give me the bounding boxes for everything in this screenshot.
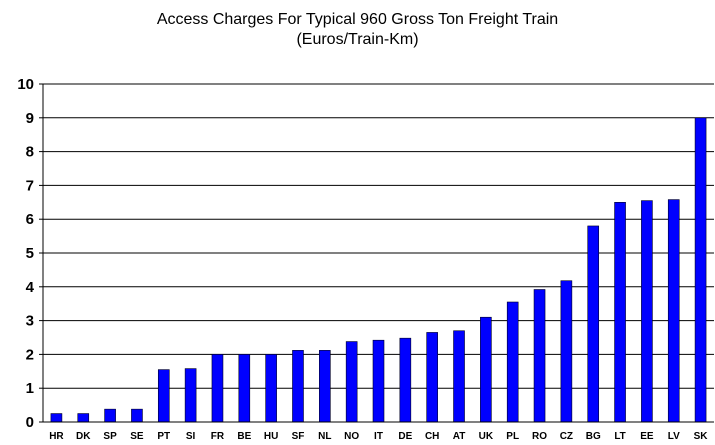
x-tick-label-SP: SP xyxy=(103,431,117,442)
bar-CH xyxy=(426,332,438,423)
x-tick-label-PT: PT xyxy=(157,431,170,442)
x-tick-label-BG: BG xyxy=(586,431,601,442)
x-tick-label-PL: PL xyxy=(506,431,519,442)
bar-BG xyxy=(587,225,600,423)
axes xyxy=(39,83,714,423)
x-tick-label-SK: SK xyxy=(694,431,709,442)
x-tick-label-NO: NO xyxy=(344,431,359,442)
x-tick-label-SE: SE xyxy=(130,431,144,442)
x-tick-label-DK: DK xyxy=(76,431,91,442)
bar-SI xyxy=(184,368,197,423)
bar-SP xyxy=(104,408,116,423)
y-tick-label-0: 0 xyxy=(26,414,34,431)
x-tick-label-LT: LT xyxy=(614,431,625,442)
bar-NL xyxy=(319,350,331,423)
gridlines xyxy=(43,83,714,389)
bar-IT xyxy=(372,339,385,423)
bar-BE xyxy=(238,354,251,423)
y-tick-label-4: 4 xyxy=(26,279,35,296)
bar-CZ xyxy=(560,280,573,423)
bar-LT xyxy=(614,202,626,423)
y-tick-label-9: 9 xyxy=(26,110,34,127)
x-tick-label-IT: IT xyxy=(374,431,383,442)
bars xyxy=(50,117,707,423)
y-tick-label-10: 10 xyxy=(17,76,34,93)
x-tick-label-SI: SI xyxy=(186,431,196,442)
bar-SF xyxy=(292,350,304,423)
y-tick-label-1: 1 xyxy=(26,380,34,397)
x-tick-label-HR: HR xyxy=(49,431,64,442)
y-tick-label-8: 8 xyxy=(26,144,34,161)
x-tick-label-CH: CH xyxy=(425,431,439,442)
bar-SK xyxy=(694,117,707,423)
x-tick-label-HU: HU xyxy=(264,431,278,442)
bar-LV xyxy=(667,199,680,423)
bar-AT xyxy=(453,330,465,423)
bar-PL xyxy=(506,301,519,423)
bar-EE xyxy=(641,200,653,423)
x-tick-label-DE: DE xyxy=(398,431,412,442)
x-tick-label-EE: EE xyxy=(640,431,654,442)
y-tick-label-2: 2 xyxy=(26,346,34,363)
x-tick-label-NL: NL xyxy=(318,431,331,442)
y-tick-label-7: 7 xyxy=(26,177,34,194)
bar-DE xyxy=(399,337,412,423)
x-tick-label-CZ: CZ xyxy=(560,431,573,442)
bar-UK xyxy=(480,316,492,423)
chart-subtitle: (Euros/Train-Km) xyxy=(296,31,419,48)
y-tick-label-5: 5 xyxy=(26,245,34,262)
bar-FR xyxy=(211,354,224,423)
chart-title: Access Charges For Typical 960 Gross Ton… xyxy=(0,10,715,50)
bar-SE xyxy=(131,408,143,423)
bar-DK xyxy=(77,413,90,423)
x-tick-label-SF: SF xyxy=(292,431,305,442)
y-tick-label-6: 6 xyxy=(26,211,34,228)
bar-PT xyxy=(157,369,170,423)
x-tick-labels: HR DK SP SE PT SI FR BE HU SF NL NO IT DE CH AT UK PL RO CZ… xyxy=(49,431,708,442)
bar-HR xyxy=(50,413,63,423)
x-tick-label-UK: UK xyxy=(479,431,494,442)
y-tick-label-3: 3 xyxy=(26,313,34,330)
chart-title-line1: Access Charges For Typical 960 Gross Ton… xyxy=(156,11,559,28)
x-tick-label-BE: BE xyxy=(237,431,251,442)
x-tick-label-RO: RO xyxy=(532,431,547,442)
x-tick-label-LV: LV xyxy=(668,431,680,442)
bar-HU xyxy=(265,354,277,423)
bar-RO xyxy=(533,289,546,423)
x-tick-label-AT: AT xyxy=(453,431,466,442)
x-tick-label-FR: FR xyxy=(211,431,225,442)
y-tick-labels: 0 1 2 3 4 5 6 7 8 9 10 xyxy=(17,76,34,431)
bar-NO xyxy=(345,341,358,423)
